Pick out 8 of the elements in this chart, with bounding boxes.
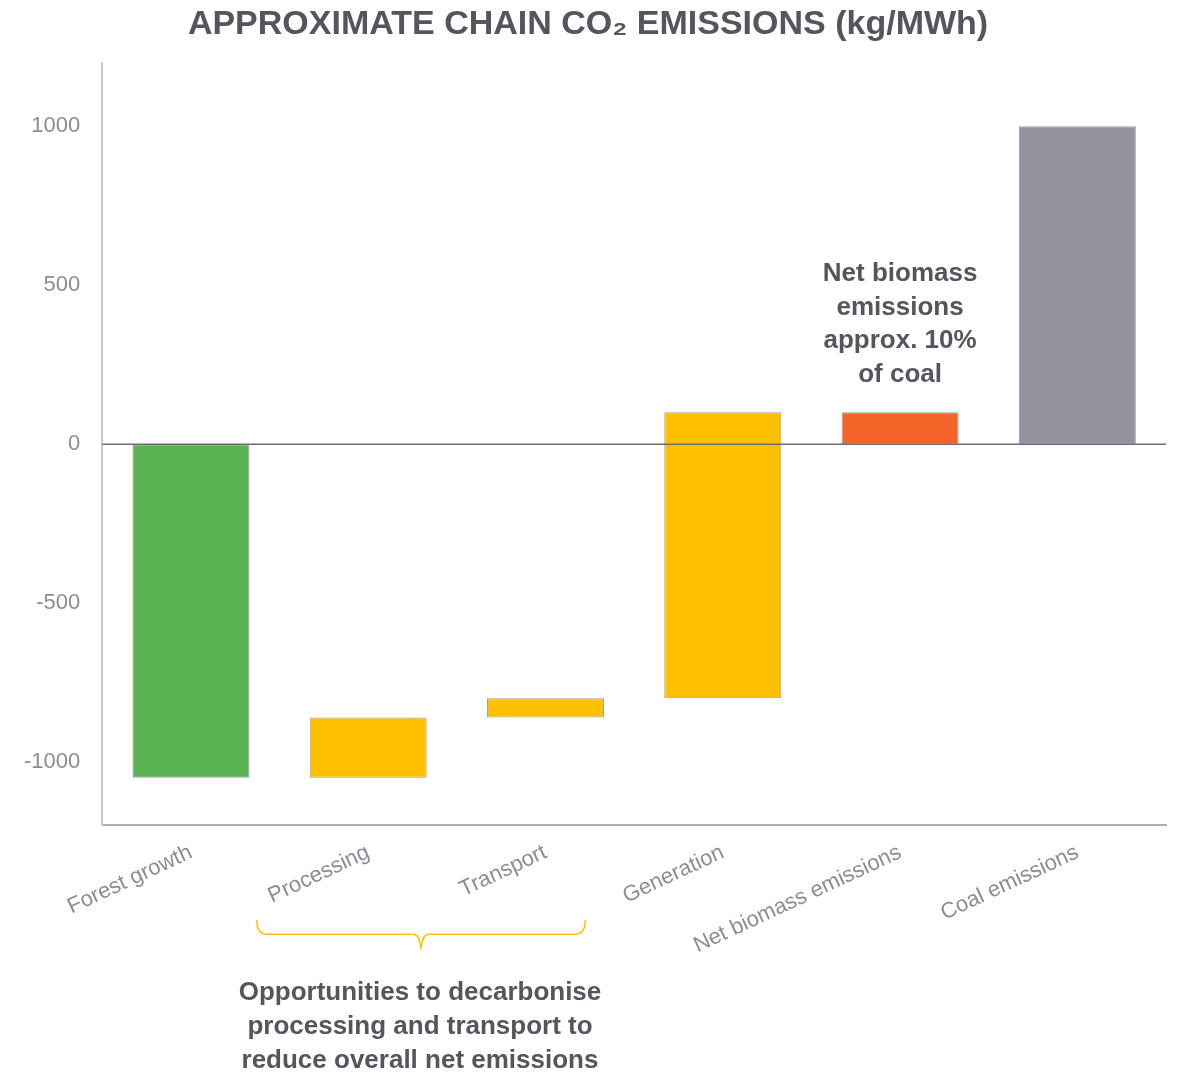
chart-title: APPROXIMATE CHAIN CO₂ EMISSIONS (kg/MWh) <box>187 2 989 41</box>
y-tick-label: -1000 <box>23 747 81 773</box>
annotation: Net biomass emissions approx. 10% of coal <box>822 257 978 388</box>
y-tick-label: 0 <box>68 430 81 456</box>
y-tick-label: 500 <box>43 271 81 297</box>
y-tick-label: 1000 <box>31 112 81 138</box>
text: Opportunities to decarbonise processing and transport to reduce overall net emissions <box>238 976 602 1073</box>
y-tick-label: -500 <box>36 589 81 615</box>
